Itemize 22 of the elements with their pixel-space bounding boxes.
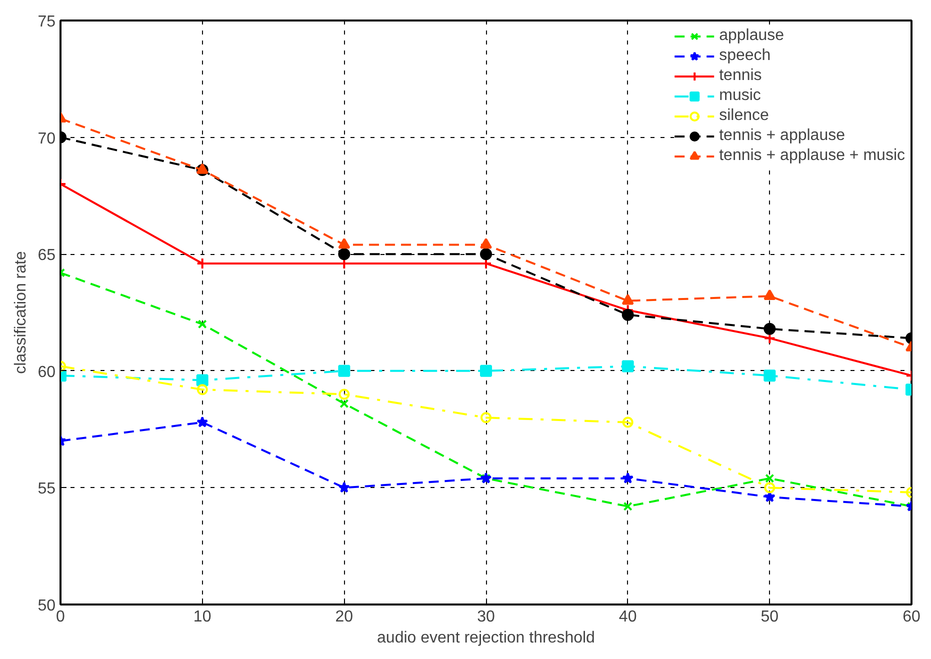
legend-label: tennis + applause: [719, 127, 845, 145]
legend-label: applause: [719, 27, 784, 45]
legend-label: music: [719, 87, 761, 105]
legend-label: tennis + applause + music: [719, 147, 905, 165]
x-tick-label: 20: [335, 608, 354, 626]
y-tick-label: 75: [38, 14, 56, 30]
y-tick-label: 65: [38, 247, 56, 264]
x-tick-label: 10: [193, 608, 212, 626]
y-tick-label: 55: [38, 480, 56, 498]
y-tick-label: 60: [38, 364, 56, 381]
x-tick-label: 50: [760, 608, 779, 626]
legend-label: silence: [719, 107, 769, 125]
x-tick-label: 30: [477, 608, 495, 626]
legend-label: speech: [719, 47, 771, 65]
y-tick-label: 70: [38, 130, 56, 148]
y-axis-title: classification rate: [12, 251, 30, 374]
x-tick-label: 40: [618, 608, 637, 626]
x-axis-title: audio event rejection threshold: [377, 630, 595, 646]
legend-label: tennis: [719, 67, 762, 85]
x-tick-label: 0: [56, 608, 66, 626]
x-tick-label: 60: [902, 608, 920, 626]
y-tick-label: 50: [38, 598, 56, 614]
